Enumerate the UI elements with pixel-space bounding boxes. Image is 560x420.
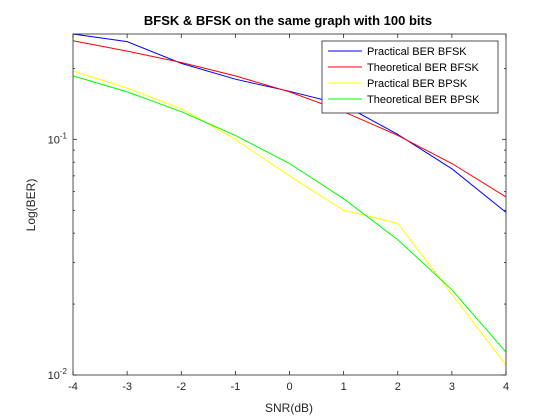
x-tick-label: 1	[341, 381, 347, 393]
y-axis-label: Log(BER)	[24, 179, 38, 232]
x-tick-label: -3	[122, 381, 132, 393]
y-tick-base: 10	[48, 134, 60, 146]
legend-label-4: Theoretical BER BPSK	[367, 94, 480, 106]
legend-label-1: Practical BER BFSK	[367, 46, 467, 58]
x-axis-label: SNR(dB)	[265, 401, 313, 415]
y-tick-exponent: -2	[60, 367, 68, 376]
legend-label-3: Practical BER BPSK	[367, 78, 468, 90]
x-tick-label: -4	[68, 381, 78, 393]
x-tick-label: 4	[503, 381, 509, 393]
y-tick-exponent: -1	[60, 131, 68, 140]
y-tick-label: 10-2	[48, 367, 68, 382]
x-tick-label: 0	[286, 381, 292, 393]
x-tick-label: -2	[176, 381, 186, 393]
y-tick-base: 10	[48, 370, 60, 382]
legend-label-2: Theoretical BER BFSK	[367, 62, 480, 74]
x-tick-label: 2	[395, 381, 401, 393]
y-tick-label: 10-1	[48, 131, 68, 146]
chart-title: BFSK & BFSK on the same graph with 100 b…	[144, 13, 432, 28]
x-tick-label: -1	[230, 381, 240, 393]
legend: Practical BER BFSK Theoretical BER BFSK Pr…	[322, 41, 498, 113]
x-tick-label: 3	[449, 381, 455, 393]
